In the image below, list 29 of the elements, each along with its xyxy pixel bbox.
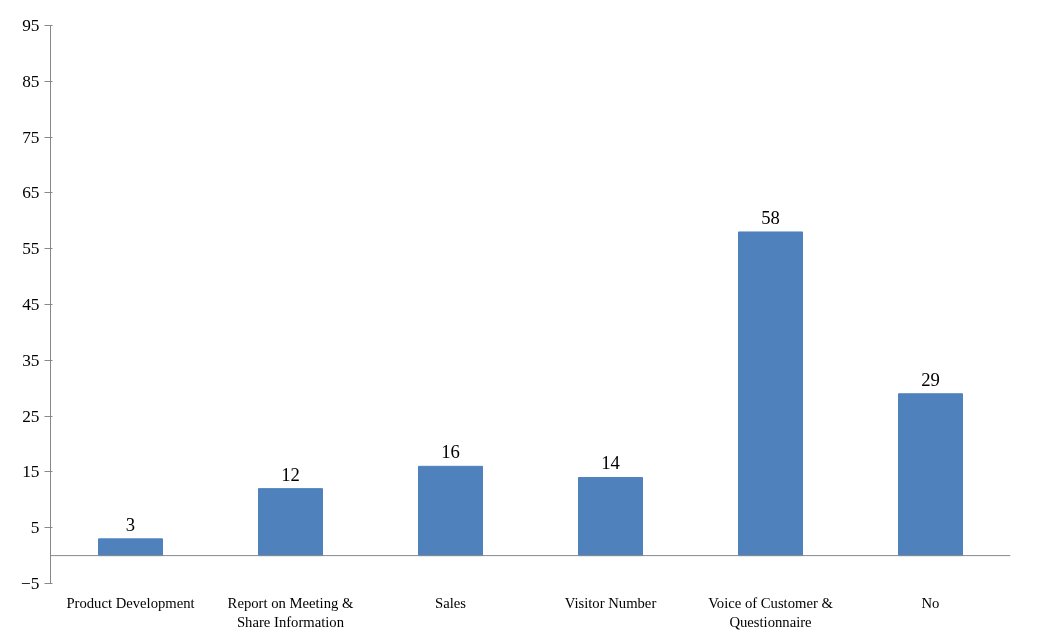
bar: [578, 476, 643, 557]
y-tick-label: 25: [22, 406, 40, 426]
y-tick-label: 75: [22, 127, 40, 147]
x-tick-label: Visitor Number: [564, 594, 657, 611]
data-label: 16: [441, 441, 460, 463]
y-tick-label: 35: [22, 350, 40, 370]
bar: [898, 393, 963, 557]
y-tick-label: 45: [22, 295, 40, 314]
x-tick-label: Product Development: [66, 594, 195, 611]
bar: [258, 488, 323, 557]
y-tick-label: −5: [21, 574, 40, 593]
x-tick-label: No: [921, 594, 940, 611]
y-tick-label: 5: [30, 518, 40, 538]
y-tick-label: 55: [22, 239, 40, 259]
data-label: 14: [601, 452, 621, 474]
data-label: 3: [125, 513, 136, 535]
x-tick-label: Sales: [435, 594, 467, 611]
data-label: 12: [281, 463, 300, 485]
y-tick-label: 95: [22, 16, 40, 35]
bar: [418, 465, 483, 557]
data-label: 29: [921, 368, 940, 390]
y-tick-label: 65: [22, 183, 40, 203]
bar: [98, 538, 163, 557]
x-tick-label: Voice of Customer & Questionnaire: [708, 594, 834, 630]
y-tick-label: 85: [22, 71, 40, 91]
x-tick-label: Report on Meeting & Share Information: [227, 594, 354, 630]
data-label: 58: [761, 206, 780, 228]
y-tick-label: 15: [22, 462, 40, 482]
bar: [738, 231, 803, 557]
